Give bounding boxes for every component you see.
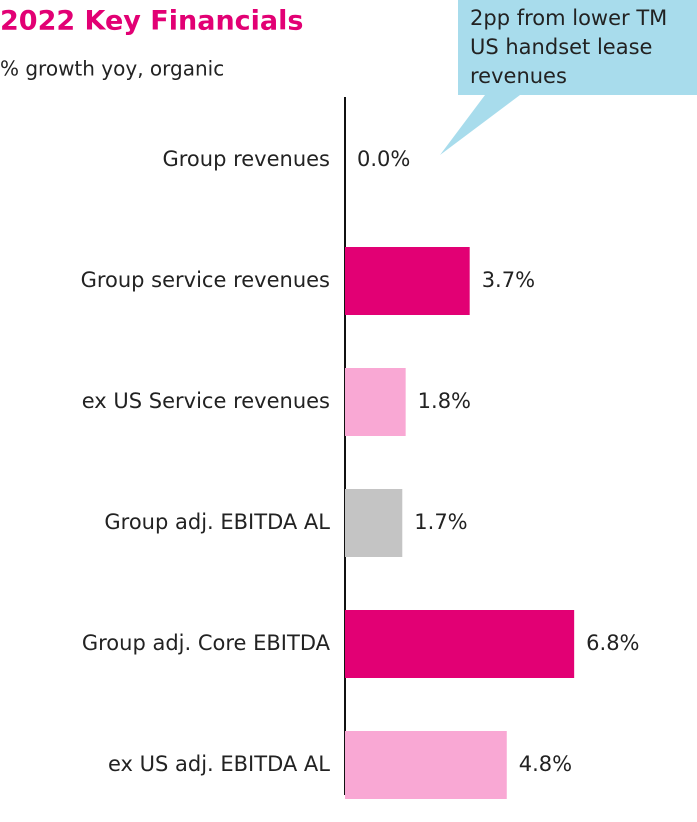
category-label: ex US Service revenues	[82, 389, 330, 413]
chart-title: 2022 Key Financials	[0, 6, 303, 37]
category-label: ex US adj. EBITDA AL	[108, 752, 330, 776]
value-label: 1.8%	[418, 389, 471, 413]
callout-box	[440, 0, 697, 155]
bar	[345, 489, 403, 557]
category-label: Group adj. EBITDA AL	[104, 510, 330, 534]
bar	[345, 247, 470, 315]
value-label: 0.0%	[357, 147, 410, 171]
chart-subtitle: % growth yoy, organic	[0, 57, 224, 81]
category-label: Group service revenues	[81, 268, 330, 292]
value-label: 3.7%	[482, 268, 535, 292]
bar	[345, 368, 406, 436]
category-label: Group adj. Core EBITDA	[82, 631, 331, 655]
value-label: 6.8%	[586, 631, 639, 655]
bar	[345, 610, 575, 678]
annotation: 2pp from lower TM US handset lease reven…	[470, 6, 668, 88]
bar	[345, 731, 507, 799]
value-label: 4.8%	[519, 752, 572, 776]
category-label: Group revenues	[162, 147, 330, 171]
value-label: 1.7%	[414, 510, 467, 534]
